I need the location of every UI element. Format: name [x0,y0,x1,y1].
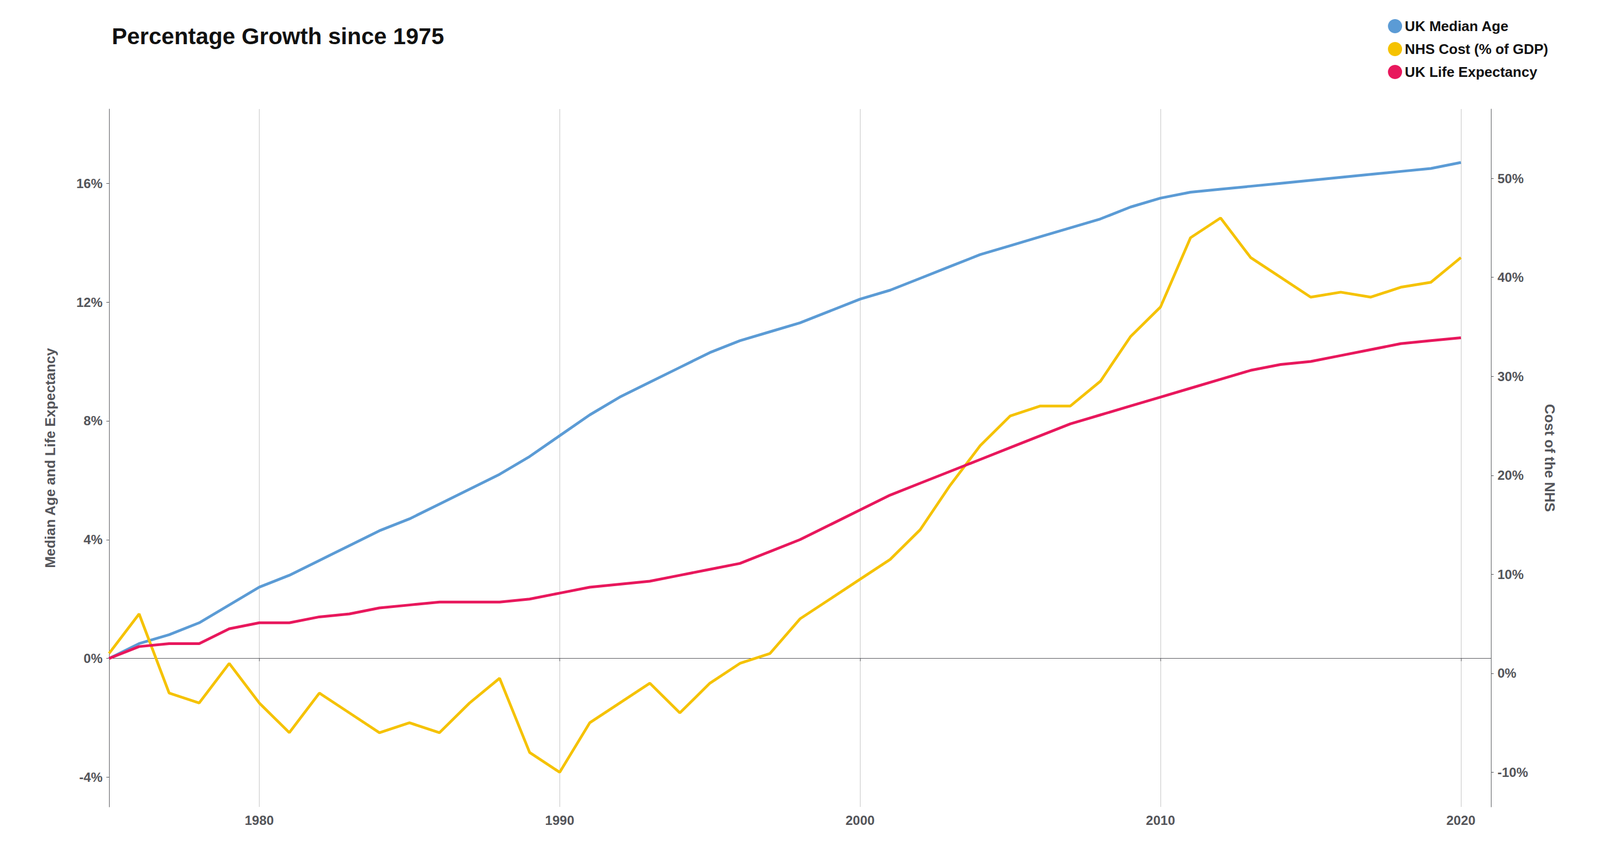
svg-text:0%: 0% [83,651,103,666]
svg-text:4%: 4% [83,532,103,547]
svg-text:16%: 16% [76,176,103,191]
svg-text:2010: 2010 [1145,813,1175,828]
svg-text:2000: 2000 [845,813,875,828]
svg-text:UK Life Expectancy: UK Life Expectancy [1404,63,1538,81]
svg-text:0%: 0% [1497,665,1517,681]
svg-text:30%: 30% [1497,369,1524,384]
svg-text:Cost of the NHS: Cost of the NHS [1541,404,1559,513]
svg-text:50%: 50% [1497,171,1524,186]
svg-text:12%: 12% [76,295,103,310]
svg-text:1980: 1980 [244,813,274,828]
svg-text:2020: 2020 [1446,813,1476,828]
svg-text:10%: 10% [1497,567,1524,582]
svg-text:UK Median Age: UK Median Age [1404,17,1509,35]
svg-text:Percentage Growth since 1975: Percentage Growth since 1975 [111,23,444,50]
svg-text:Median Age and Life Expectancy: Median Age and Life Expectancy [41,347,59,569]
svg-text:20%: 20% [1497,467,1524,483]
svg-text:1990: 1990 [545,813,575,828]
svg-text:8%: 8% [83,413,103,429]
svg-text:NHS Cost (% of GDP): NHS Cost (% of GDP) [1404,40,1549,58]
svg-text:-4%: -4% [79,770,103,785]
svg-text:40%: 40% [1497,269,1524,285]
svg-text:-10%: -10% [1497,765,1529,780]
